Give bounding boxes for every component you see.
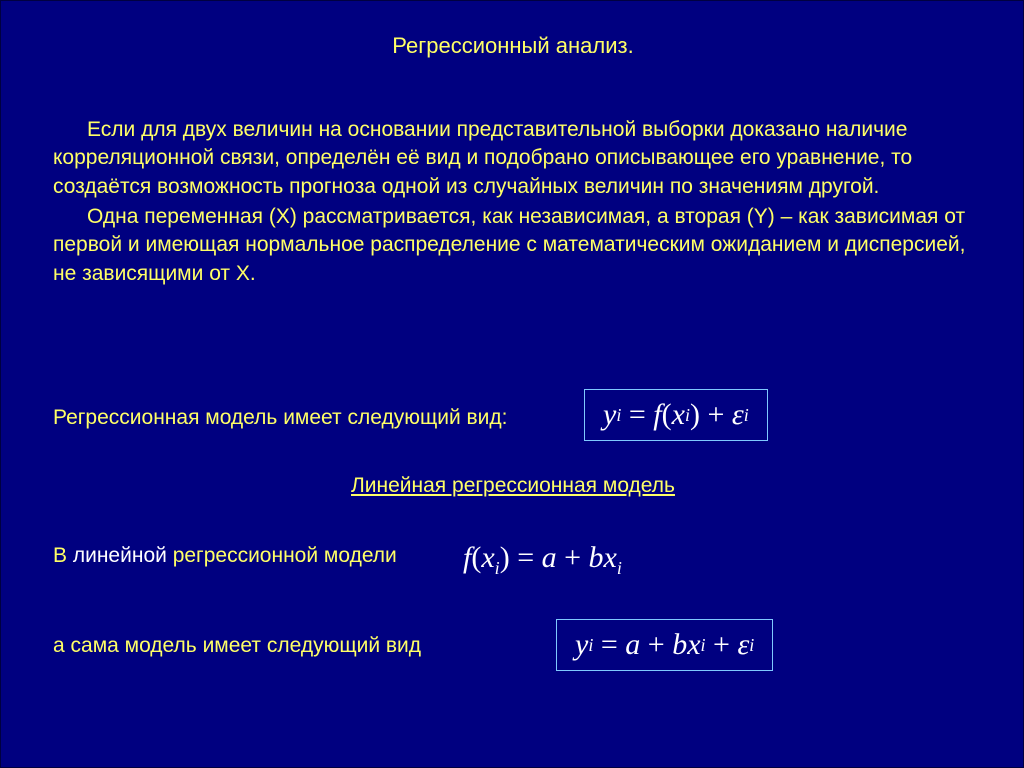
linear-mid: линейной xyxy=(67,544,173,567)
slide-container: Регрессионный анализ. Если для двух вели… xyxy=(0,0,1024,768)
formula-full-linear: yi = a + bxi + εi xyxy=(556,619,773,671)
linear-model-sentence: В линейной регрессионной модели xyxy=(53,544,397,568)
formula-linear-f: f(xi) = a + bxi xyxy=(463,541,622,579)
paragraph-1: Если для двух величин на основании предс… xyxy=(53,116,973,201)
linear-prefix: В xyxy=(53,544,67,567)
model-label: Регрессионная модель имеет следующий вид… xyxy=(53,406,508,430)
body-text-block: Если для двух величин на основании предс… xyxy=(53,116,973,290)
final-model-label: а сама модель имеет следующий вид xyxy=(53,634,421,658)
paragraph-2: Одна переменная (Х) рассматривается, как… xyxy=(53,203,973,288)
subheading-linear-model: Линейная регрессионная модель xyxy=(1,474,1024,498)
formula-model: yi = f(xi) + εi xyxy=(584,389,768,441)
linear-suffix: регрессионной модели xyxy=(173,544,397,567)
slide-title: Регрессионный анализ. xyxy=(1,33,1024,59)
